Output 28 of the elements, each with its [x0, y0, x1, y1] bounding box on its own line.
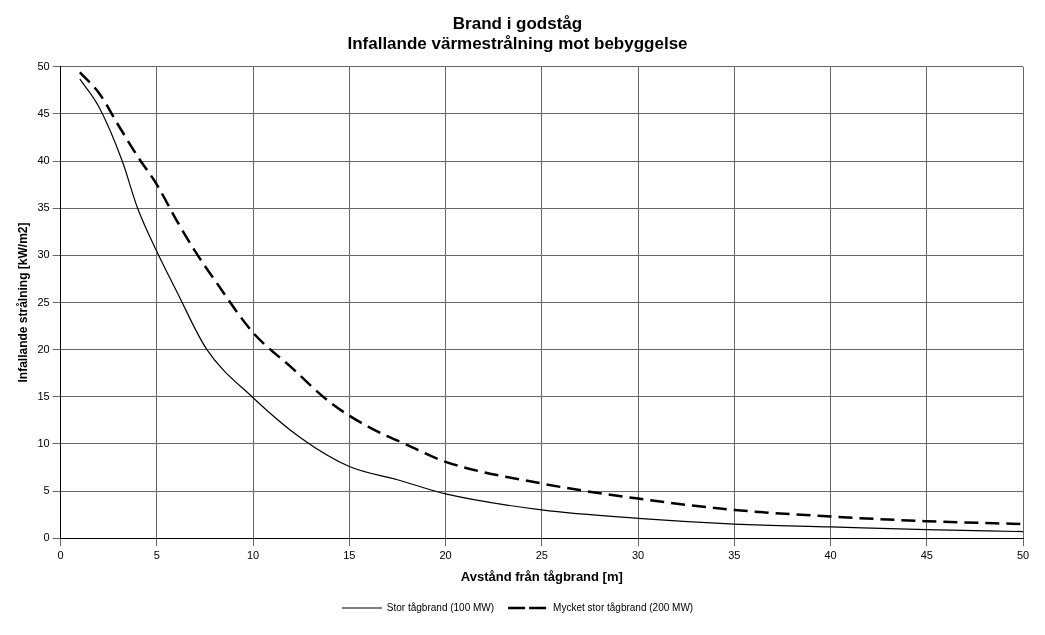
legend-label: Stor tågbrand (100 MW) — [386, 601, 495, 613]
x-tick-label: 35 — [728, 548, 741, 561]
chart-title: Brand i godståg — [452, 13, 583, 33]
y-tick-label: 5 — [43, 484, 50, 497]
y-tick-label: 30 — [37, 248, 50, 261]
x-tick-label: 40 — [824, 548, 837, 561]
y-tick-label: 20 — [37, 342, 50, 355]
y-tick-label: 35 — [37, 201, 50, 214]
x-tick-label: 0 — [57, 548, 64, 561]
y-tick-label: 15 — [37, 389, 50, 402]
y-tick-label: 45 — [37, 106, 50, 119]
chart-subtitle: Infallande värmestrålning mot bebyggelse — [347, 34, 688, 54]
y-axis-title: Infallande strålning [kW/m2] — [15, 222, 30, 383]
x-tick-label: 10 — [246, 548, 260, 561]
x-tick-label: 25 — [535, 548, 548, 561]
x-tick-label: 20 — [439, 548, 452, 561]
y-tick-label: 10 — [37, 436, 50, 449]
x-tick-label: 45 — [920, 548, 933, 561]
x-axis-title: Avstånd från tågbrand [m] — [460, 568, 623, 584]
y-tick-label: 0 — [43, 531, 50, 544]
legend-label: Mycket stor tågbrand (200 MW) — [553, 601, 694, 613]
y-tick-label: 50 — [37, 59, 50, 72]
x-tick-label: 30 — [631, 548, 645, 561]
y-tick-label: 25 — [37, 295, 50, 308]
y-tick-label: 40 — [37, 154, 50, 167]
x-tick-label: 15 — [343, 548, 356, 561]
x-tick-label: 5 — [153, 548, 160, 561]
x-tick-label: 50 — [1016, 548, 1030, 561]
